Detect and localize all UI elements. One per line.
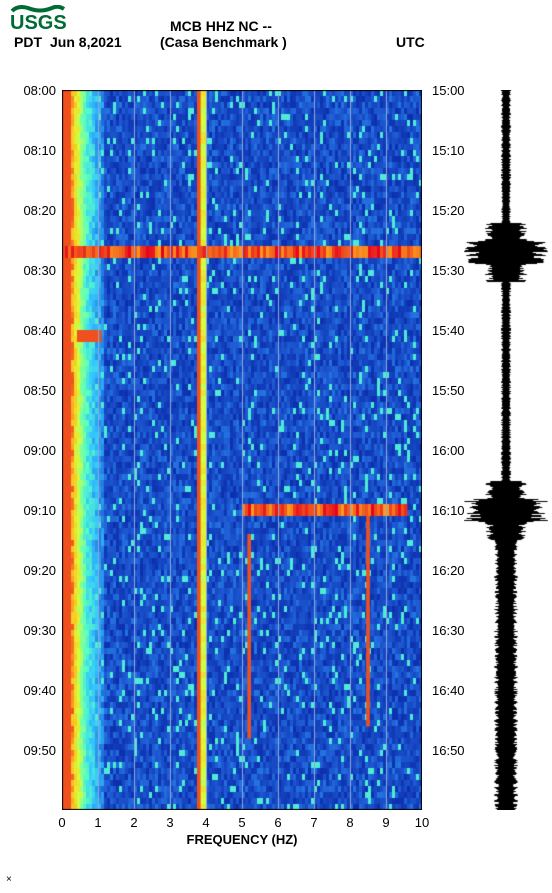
xtick: 0	[58, 815, 65, 830]
ytick-right: 16:20	[432, 563, 465, 578]
xtick: 4	[202, 815, 209, 830]
footer-mark: ×	[6, 874, 12, 885]
usgs-logo: USGS	[10, 5, 106, 36]
ytick-right: 15:20	[432, 203, 465, 218]
ytick-left: 09:20	[23, 563, 56, 578]
ytick-right: 15:00	[432, 83, 465, 98]
spectrogram-plot	[62, 90, 422, 810]
seismogram-plot	[464, 90, 548, 810]
ytick-left: 08:50	[23, 383, 56, 398]
xtick: 10	[415, 815, 429, 830]
ytick-left: 09:50	[23, 743, 56, 758]
tz-right: UTC	[396, 34, 425, 50]
ytick-right: 15:50	[432, 383, 465, 398]
location: (Casa Benchmark )	[160, 34, 287, 50]
ytick-left: 09:40	[23, 683, 56, 698]
ytick-left: 09:00	[23, 443, 56, 458]
ytick-left: 09:10	[23, 503, 56, 518]
ytick-right: 16:10	[432, 503, 465, 518]
xtick: 7	[310, 815, 317, 830]
ytick-left: 08:10	[23, 143, 56, 158]
ytick-left: 09:30	[23, 623, 56, 638]
xtick: 5	[238, 815, 245, 830]
ytick-left: 08:40	[23, 323, 56, 338]
xtick: 6	[274, 815, 281, 830]
ytick-right: 16:50	[432, 743, 465, 758]
x-axis-label: FREQUENCY (HZ)	[187, 832, 298, 847]
xtick: 8	[346, 815, 353, 830]
ytick-right: 15:40	[432, 323, 465, 338]
xtick: 1	[94, 815, 101, 830]
ytick-left: 08:00	[23, 83, 56, 98]
ytick-right: 16:40	[432, 683, 465, 698]
svg-text:USGS: USGS	[10, 12, 67, 31]
station: MCB HHZ NC --	[170, 18, 272, 34]
tz-left: PDT	[14, 34, 42, 50]
date: Jun 8,2021	[50, 34, 122, 50]
ytick-right: 15:30	[432, 263, 465, 278]
ytick-left: 08:20	[23, 203, 56, 218]
ytick-right: 16:30	[432, 623, 465, 638]
xtick: 9	[382, 815, 389, 830]
ytick-left: 08:30	[23, 263, 56, 278]
xtick: 2	[130, 815, 137, 830]
ytick-right: 16:00	[432, 443, 465, 458]
ytick-right: 15:10	[432, 143, 465, 158]
xtick: 3	[166, 815, 173, 830]
